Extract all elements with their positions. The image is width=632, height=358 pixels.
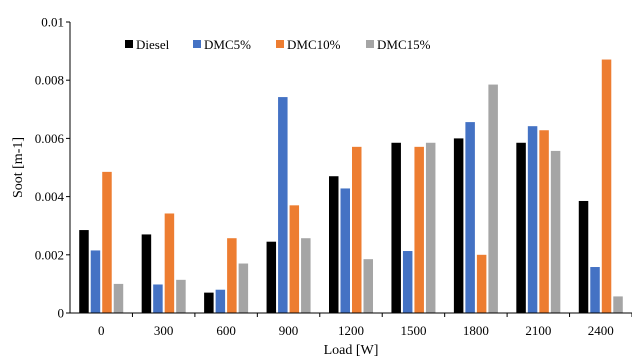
bar-dmc10-2100	[539, 130, 549, 313]
bar-dmc15-1200	[363, 259, 373, 313]
bar-dmc10-2400	[601, 59, 612, 313]
bar-dmc15-600	[238, 263, 249, 313]
bar-diesel-1500	[391, 142, 401, 313]
x-tick-labels: 0 300 600 900 1200 1500 1800 2100 2400	[98, 313, 632, 338]
bar-dmc5-2100	[527, 126, 538, 314]
legend-swatch-dmc5	[193, 40, 201, 48]
bar-dmc15-300	[176, 279, 186, 313]
x-tick-label: 1200	[338, 323, 364, 338]
bar-dmc15-0	[113, 283, 124, 313]
x-tick-label: 1800	[463, 323, 489, 338]
bar-dmc10-1800	[476, 254, 487, 313]
legend-swatch-dmc15	[366, 40, 374, 48]
legend-swatch-dmc10	[276, 40, 284, 48]
bar-dmc15-2100	[550, 150, 561, 313]
legend-label: Diesel	[136, 37, 170, 52]
y-axis-title: Soot [m-1]	[11, 137, 26, 198]
x-tick-label: 300	[154, 323, 174, 338]
y-tick-label: 0.008	[35, 73, 64, 88]
x-tick-label: 2100	[525, 323, 551, 338]
x-axis-title: Load [W]	[324, 343, 379, 358]
bar-diesel-2400	[578, 200, 589, 313]
bar-diesel-1800	[453, 138, 464, 313]
y-tick-label: 0.004	[35, 189, 65, 204]
bar-dmc10-0	[102, 171, 112, 313]
bar-dmc5-900	[278, 97, 288, 313]
legend-label: DMC15%	[377, 37, 431, 52]
bar-dmc10-600	[227, 238, 237, 313]
bar-dmc15-1800	[488, 84, 498, 313]
bar-diesel-900	[266, 241, 277, 313]
legend: Diesel DMC5% DMC10% DMC15%	[125, 37, 431, 52]
x-tick-label: 900	[279, 323, 299, 338]
legend-swatch-diesel	[125, 40, 133, 48]
bar-dmc5-1800	[465, 122, 475, 313]
bars-group	[79, 59, 623, 314]
bar-dmc5-1500	[402, 251, 413, 313]
y-tick-labels: 0 0.002 0.004 0.006 0.008 0.01	[35, 15, 70, 321]
bar-dmc5-600	[215, 289, 226, 313]
bar-dmc5-0	[90, 250, 101, 313]
bar-dmc10-300	[164, 213, 175, 313]
bar-diesel-1200	[329, 176, 339, 313]
bar-dmc10-1200	[352, 146, 362, 313]
bar-dmc5-1200	[340, 188, 350, 313]
bar-diesel-600	[204, 292, 214, 313]
bar-dmc15-1500	[425, 142, 436, 313]
x-tick-label: 600	[216, 323, 236, 338]
legend-label: DMC10%	[287, 37, 341, 52]
bar-diesel-2100	[516, 142, 526, 313]
x-tick-label: 0	[98, 323, 105, 338]
bar-dmc5-2400	[590, 267, 600, 313]
legend-label: DMC5%	[204, 37, 251, 52]
y-tick-label: 0	[58, 306, 65, 321]
bar-diesel-0	[79, 230, 89, 313]
bar-diesel-300	[141, 234, 152, 313]
bar-dmc10-900	[289, 205, 300, 313]
x-tick-label: 1500	[400, 323, 426, 338]
y-tick-label: 0.006	[35, 131, 65, 146]
y-tick-label: 0.002	[35, 247, 64, 262]
y-tick-label: 0.01	[41, 15, 64, 30]
bar-dmc15-900	[301, 238, 311, 313]
bar-dmc15-2400	[613, 296, 623, 313]
bar-dmc10-1500	[414, 146, 424, 313]
x-tick-label: 2400	[588, 323, 614, 338]
bar-dmc5-300	[153, 284, 163, 313]
